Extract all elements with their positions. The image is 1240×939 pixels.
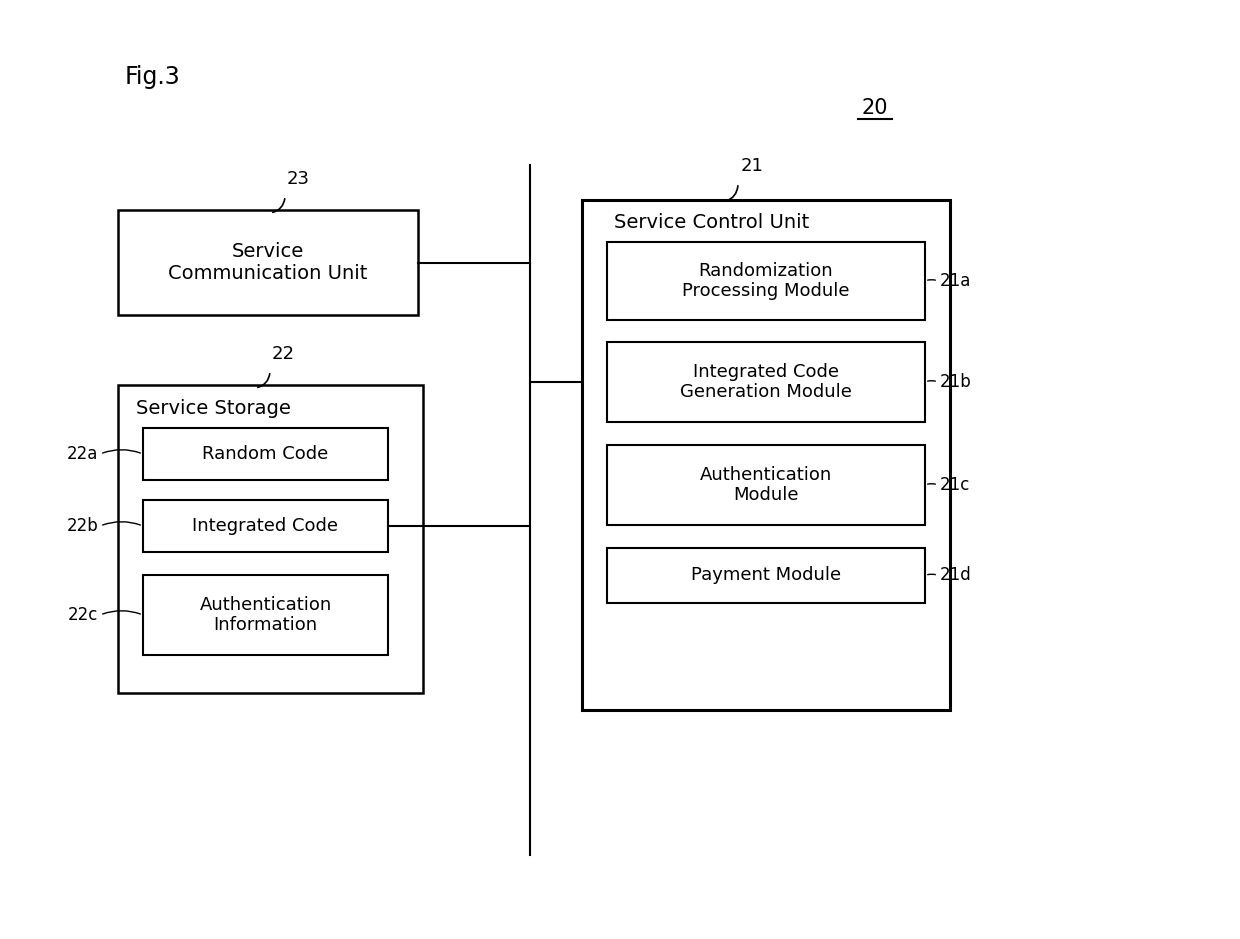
- Text: Service
Communication Unit: Service Communication Unit: [169, 242, 368, 283]
- Text: Authentication
Module: Authentication Module: [699, 466, 832, 504]
- Bar: [143, 500, 388, 552]
- Text: Integrated Code
Generation Module: Integrated Code Generation Module: [680, 362, 852, 401]
- Bar: [118, 385, 423, 693]
- Text: Fig.3: Fig.3: [125, 65, 181, 89]
- Text: 20: 20: [862, 98, 888, 118]
- Text: Service Control Unit: Service Control Unit: [614, 213, 810, 233]
- Text: 23: 23: [286, 170, 310, 188]
- Bar: [118, 210, 418, 315]
- Bar: [608, 242, 925, 320]
- Text: 22b: 22b: [66, 517, 98, 535]
- Text: 21c: 21c: [940, 476, 971, 494]
- Text: 22a: 22a: [67, 445, 98, 463]
- Text: 21d: 21d: [940, 566, 972, 584]
- Text: Service Storage: Service Storage: [135, 398, 290, 418]
- Bar: [582, 200, 950, 710]
- Bar: [608, 548, 925, 603]
- Text: 22: 22: [272, 345, 295, 363]
- Text: Integrated Code: Integrated Code: [192, 517, 339, 535]
- Text: 22c: 22c: [68, 606, 98, 624]
- Bar: [608, 342, 925, 422]
- Text: 21b: 21b: [940, 373, 972, 391]
- Text: Authentication
Information: Authentication Information: [200, 595, 331, 635]
- Text: Randomization
Processing Module: Randomization Processing Module: [682, 262, 849, 300]
- Text: Payment Module: Payment Module: [691, 566, 841, 584]
- Bar: [608, 445, 925, 525]
- Bar: [143, 428, 388, 480]
- Text: 21a: 21a: [940, 272, 971, 290]
- Text: Random Code: Random Code: [202, 445, 329, 463]
- Text: 21: 21: [740, 157, 764, 175]
- Bar: [143, 575, 388, 655]
